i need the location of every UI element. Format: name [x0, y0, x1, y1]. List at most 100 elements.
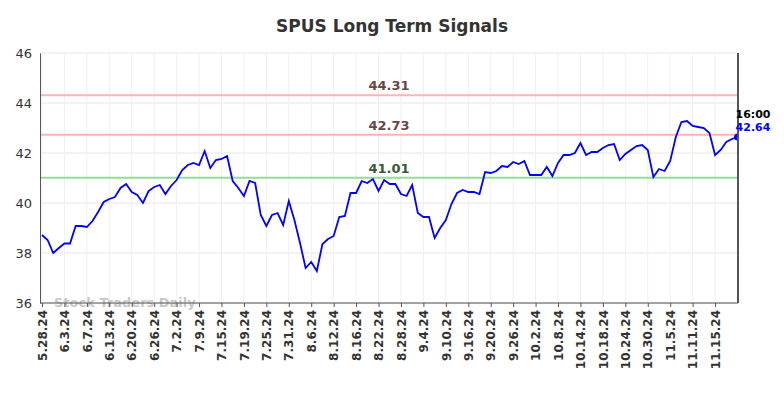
x-tick-label: 11.5.24: [664, 310, 678, 361]
x-tick-label: 10.2.24: [529, 310, 543, 361]
reference-label: 44.31: [368, 78, 409, 93]
x-tick-mark: [266, 303, 267, 307]
reference-line: [40, 134, 738, 136]
x-tick-label: 9.4.24: [417, 310, 431, 353]
x-tick: 9.10.24: [440, 303, 454, 361]
x-tick-label: 10.18.24: [597, 310, 611, 369]
x-tick-label: 8.16.24: [350, 310, 364, 361]
y-axis-line: [40, 54, 41, 304]
x-tick-label: 6.3.24: [58, 310, 72, 353]
x-tick-label: 8.28.24: [395, 310, 409, 361]
x-tick: 7.2.24: [170, 303, 184, 353]
x-tick-mark: [423, 303, 424, 307]
reference-lines: [40, 95, 738, 178]
y-tick: 46: [15, 46, 40, 61]
y-tick: 40: [15, 196, 40, 211]
x-tick: 6.20.24: [125, 303, 139, 361]
x-tick-mark: [536, 303, 537, 307]
x-tick-label: 7.25.24: [260, 310, 274, 361]
y-tick-label: 46: [15, 46, 32, 61]
x-tick-mark: [289, 303, 290, 307]
x-axis: 5.28.24 6.3.24 6.7.24 6.13.24 6.20.24 6.26.24…: [36, 303, 738, 369]
x-tick-mark: [334, 303, 335, 307]
x-tick: 11.5.24: [664, 303, 678, 361]
x-tick: 7.31.24: [282, 303, 296, 361]
reference-line: [40, 177, 738, 179]
x-tick-mark: [109, 303, 110, 307]
y-tick-label: 36: [15, 296, 32, 311]
x-tick-mark: [311, 303, 312, 307]
y-tick: 36: [15, 296, 40, 311]
x-tick-label: 6.20.24: [125, 310, 139, 361]
x-tick-mark: [491, 303, 492, 307]
x-tick-label: 7.9.24: [193, 310, 207, 353]
x-tick-mark: [513, 303, 514, 307]
x-tick: 9.20.24: [484, 303, 498, 361]
x-tick-label: 9.16.24: [462, 310, 476, 361]
x-tick-label: 10.30.24: [641, 310, 655, 369]
x-tick-label: 9.20.24: [484, 310, 498, 361]
x-tick-mark: [379, 303, 380, 307]
x-tick: 9.16.24: [462, 303, 476, 361]
y-tick-label: 38: [15, 246, 32, 261]
last-value: 42.64: [736, 121, 771, 134]
grid-line: [40, 103, 738, 104]
y-tick: 42: [15, 146, 40, 161]
x-tick-label: 11.15.24: [709, 310, 723, 369]
y-axis: 36 38 40 42 44 46: [15, 46, 40, 311]
x-tick-label: 6.13.24: [103, 310, 117, 361]
chart: SPUS Long Term SignalsStock Traders Dail…: [0, 0, 784, 398]
x-tick: 6.3.24: [58, 303, 72, 353]
reference-line: [40, 94, 738, 96]
x-axis-line: [40, 303, 738, 304]
x-tick: 10.14.24: [574, 303, 588, 369]
y-tick-label: 44: [15, 96, 32, 111]
grid-line: [40, 203, 738, 204]
grid-line: [40, 253, 738, 254]
x-tick: 6.26.24: [148, 303, 162, 361]
x-tick-mark: [42, 303, 43, 307]
x-tick-label: 7.2.24: [170, 310, 184, 353]
x-tick-label: 8.22.24: [372, 310, 386, 361]
x-tick-label: 6.7.24: [81, 310, 95, 353]
x-tick-mark: [580, 303, 581, 307]
x-tick: 10.8.24: [552, 303, 566, 361]
x-tick-label: 8.12.24: [327, 310, 341, 361]
grid-line: [40, 53, 738, 54]
x-tick-mark: [401, 303, 402, 307]
y-tick-label: 40: [15, 196, 32, 211]
x-tick-mark: [154, 303, 155, 307]
x-tick-label: 11.11.24: [686, 310, 700, 369]
x-tick-label: 8.6.24: [305, 310, 319, 353]
reference-labels: 44.31 42.73 41.01: [368, 78, 409, 176]
grid-line: [40, 303, 738, 304]
y-tick: 38: [15, 246, 40, 261]
x-tick-label: 6.26.24: [148, 310, 162, 361]
x-tick-label: 7.19.24: [238, 310, 252, 361]
x-tick-mark: [244, 303, 245, 307]
x-tick-mark: [670, 303, 671, 307]
reference-label: 41.01: [368, 161, 409, 176]
x-tick-label: 5.28.24: [36, 310, 50, 361]
x-tick-label: 7.15.24: [215, 310, 229, 361]
x-tick-mark: [625, 303, 626, 307]
x-tick-mark: [468, 303, 469, 307]
reference-label: 42.73: [368, 118, 409, 133]
x-tick-label: 9.26.24: [507, 310, 521, 361]
x-tick-mark: [64, 303, 65, 307]
x-tick-mark: [87, 303, 88, 307]
x-tick: 8.6.24: [305, 303, 319, 353]
x-tick: 9.26.24: [507, 303, 521, 361]
x-tick-label: 10.8.24: [552, 310, 566, 361]
x-tick-label: 9.10.24: [440, 310, 454, 361]
x-tick: 7.9.24: [193, 303, 207, 353]
x-tick: 7.19.24: [238, 303, 252, 361]
last-time: 16:00: [735, 108, 770, 121]
x-tick: 10.30.24: [641, 303, 655, 369]
x-tick-mark: [177, 303, 178, 307]
x-tick: 8.12.24: [327, 303, 341, 361]
series: [42, 121, 738, 271]
x-tick-label: 10.14.24: [574, 310, 588, 369]
x-tick: 5.28.24: [36, 303, 50, 361]
x-tick: 9.4.24: [417, 303, 431, 353]
